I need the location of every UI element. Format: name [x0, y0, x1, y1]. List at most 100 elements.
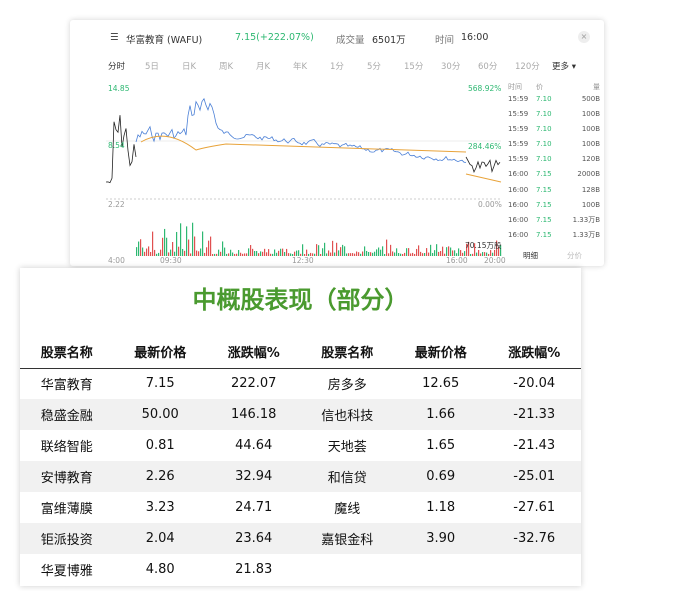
volume-bar — [312, 253, 314, 256]
premarket-line — [106, 115, 137, 184]
volume-bar — [402, 253, 404, 256]
table-cell: -32.76 — [487, 523, 581, 554]
menu-search-icon[interactable]: ☰ — [110, 32, 119, 43]
tab-period[interactable]: 更多 ▾ — [552, 62, 576, 72]
tab-period[interactable]: 日K — [182, 62, 197, 72]
tick-volume: 1.33万B — [572, 215, 600, 224]
table-row: 安博教育 2.26 32.94 和信贷 0.69 -25.01 — [20, 461, 581, 492]
volume-bar — [144, 251, 146, 256]
tab-period[interactable]: 5分 — [367, 62, 381, 72]
table-cell: 富维薄膜 — [40, 502, 93, 517]
close-icon[interactable]: × — [578, 31, 590, 43]
table-cell: 稳盛金融 — [20, 399, 114, 430]
table-cell: 0.69 — [393, 461, 488, 492]
tick-volume: 100B — [581, 200, 600, 209]
volume-bar — [276, 252, 278, 256]
volume-bar — [184, 250, 186, 256]
tick-price: 7.15 — [536, 185, 552, 194]
volume-bar — [358, 252, 360, 256]
volume-bar — [284, 251, 286, 256]
volume-bar — [344, 246, 346, 256]
volume-bar — [222, 241, 224, 256]
volume-bar — [336, 242, 338, 256]
volume-bar — [362, 251, 364, 256]
volume-bar — [436, 244, 438, 256]
volume-bar — [486, 252, 488, 256]
axis-pct-low: 0.00% — [478, 200, 502, 209]
tick-row: 15:59 7.10 100B — [508, 122, 600, 137]
volume-bar — [498, 246, 500, 256]
volume-bar — [268, 249, 270, 256]
volume-bar — [258, 253, 260, 256]
volume-bar — [500, 244, 502, 256]
tab-period[interactable]: 分时 — [108, 62, 126, 72]
volume-bar — [356, 251, 358, 256]
axis-mid: 8.54 — [108, 141, 125, 150]
axis-pct-high: 568.92% — [468, 84, 502, 93]
tab-price-distribution[interactable]: 分价 — [567, 251, 582, 260]
column-header: 股票名称 — [20, 336, 114, 369]
tab-period[interactable]: 120分 — [515, 62, 540, 72]
china-concept-stocks-table-card: 中概股表现（部分） 股票名称 最新价格 涨跌幅% 股票名称 最新价格 涨跌幅% 华富教育 7… — [20, 268, 581, 586]
tick-volume: 100B — [581, 140, 600, 149]
volume-bar — [166, 237, 168, 256]
tick-row: 16:00 7.15 1.33万B — [508, 228, 600, 243]
tick-row: 15:59 7.10 120B — [508, 152, 600, 167]
volume-value: 6501万 — [372, 35, 406, 46]
axis-pct-mid: 284.46% — [468, 142, 502, 151]
volume-bar — [404, 252, 406, 256]
volume-bar — [340, 247, 342, 256]
table-row: 华富教育 7.15 222.07 房多多 12.65 -20.04 — [20, 368, 581, 399]
tab-period[interactable]: 周K — [219, 62, 234, 72]
volume-bar — [384, 253, 386, 256]
tick-header-volume: 量 — [593, 83, 600, 91]
tick-time: 16:00 — [508, 215, 529, 224]
volume-bar — [140, 239, 142, 256]
tab-period[interactable]: 1分 — [330, 62, 344, 72]
volume-bar — [228, 253, 230, 256]
volume-bar — [408, 248, 410, 256]
volume-bar — [414, 253, 416, 256]
tab-period[interactable]: 年K — [293, 62, 308, 72]
volume-bar — [378, 247, 380, 256]
tab-period[interactable]: 60分 — [478, 62, 498, 72]
tab-period[interactable]: 30分 — [441, 62, 461, 72]
volume-bar — [290, 253, 292, 256]
tick-list: 时间 价 量 15:59 7.10 500B 15:59 7.10 100B 15:59 7.… — [508, 82, 600, 243]
tick-volume: 100B — [581, 110, 600, 119]
tab-period[interactable]: 月K — [256, 62, 271, 72]
volume-bar — [178, 246, 180, 256]
volume-bar — [138, 241, 140, 256]
tick-volume: 1.33万B — [572, 230, 600, 239]
volume-bar — [388, 253, 390, 256]
volume-bar — [376, 249, 378, 256]
table-cell: 3.90 — [393, 523, 488, 554]
volume-bar — [208, 240, 210, 256]
afterhours-line — [465, 156, 501, 174]
volume-bar — [216, 253, 218, 256]
time-1: 09:30 — [160, 256, 182, 265]
table-cell: 华富教育 — [40, 378, 93, 394]
volume-bar — [174, 251, 176, 256]
axis-low: 2.22 — [108, 200, 125, 209]
volume-bar — [326, 253, 328, 256]
volume-bar — [334, 252, 336, 256]
average-line — [140, 135, 502, 183]
volume-bar — [206, 247, 208, 256]
tick-volume: 120B — [581, 155, 600, 164]
volume-bar — [292, 253, 294, 256]
intraday-chart — [106, 97, 502, 256]
volume-bar — [406, 248, 408, 256]
table-cell: 安博教育 — [20, 461, 114, 492]
volume-bar — [304, 253, 306, 256]
volume-bar — [198, 251, 200, 256]
table-cell: 联络智能 — [40, 440, 93, 455]
tab-period[interactable]: 5日 — [145, 62, 159, 72]
volume-bar — [456, 253, 458, 256]
tick-header-time: 时间 — [508, 83, 522, 91]
table-title: 中概股表现（部分） — [192, 286, 409, 314]
volume-bar — [238, 250, 240, 256]
tab-period[interactable]: 15分 — [404, 62, 424, 72]
table-cell: 32.94 — [206, 461, 301, 492]
tab-detail[interactable]: 明细 — [523, 251, 538, 260]
